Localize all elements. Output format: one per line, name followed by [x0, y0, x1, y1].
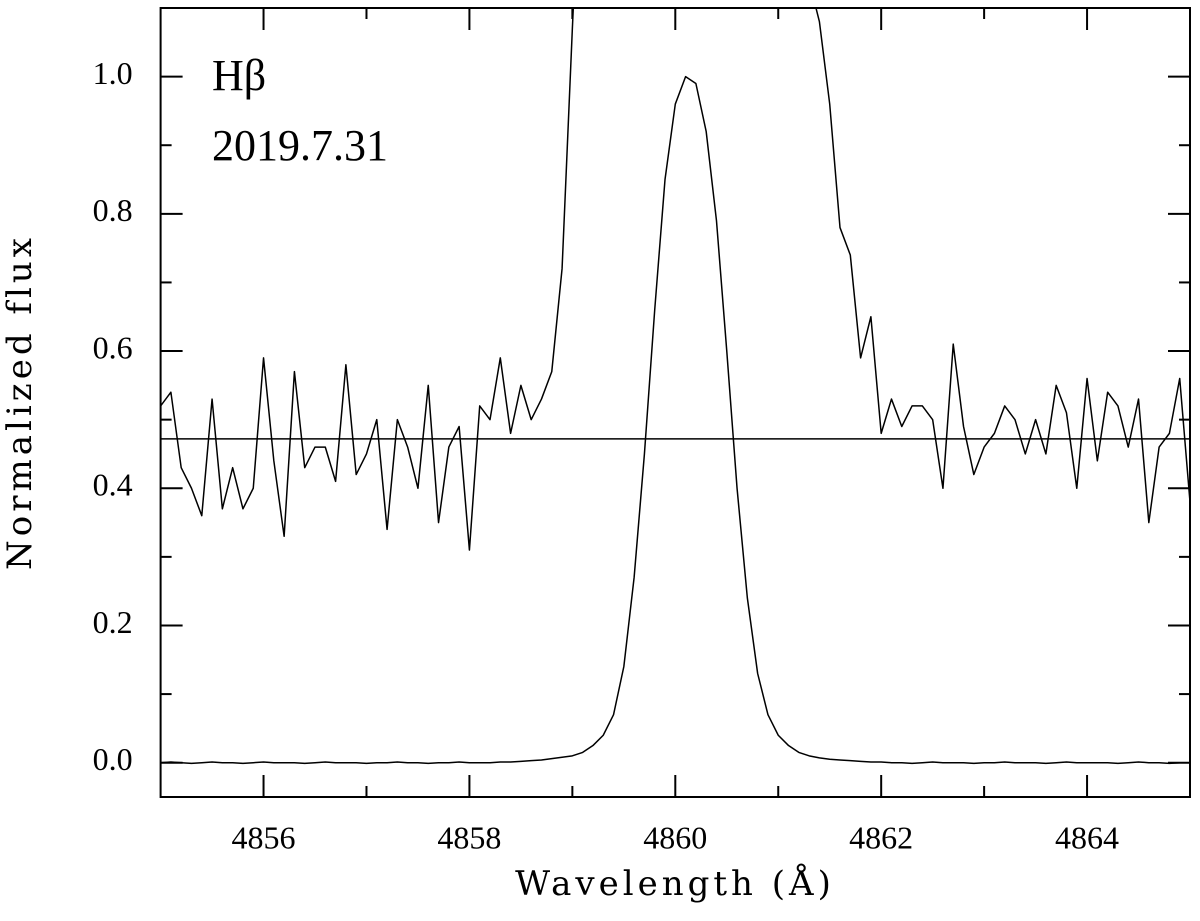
x-tick-label: 4856	[232, 819, 296, 855]
y-tick-label: 0.8	[93, 192, 133, 228]
plot-lines	[160, 8, 1191, 765]
x-axis-label: Wavelength (Å)	[515, 863, 835, 904]
series-line	[160, 8, 1191, 551]
annotation: Hβ	[212, 51, 266, 100]
series-line	[160, 75, 1190, 765]
y-tick-label: 0.4	[93, 467, 133, 503]
x-tick-label: 4864	[1055, 819, 1119, 855]
y-tick-label: 0.2	[93, 604, 133, 640]
x-tick-label: 4860	[643, 819, 707, 855]
x-tick-label: 4862	[849, 819, 913, 855]
y-axis-label: Normalized flux	[0, 234, 40, 570]
x-tick-label: 4858	[437, 819, 501, 855]
y-tick-label: 0.6	[93, 329, 133, 365]
y-tick-label: 0.0	[93, 741, 133, 777]
y-tick-label: 1.0	[93, 55, 133, 91]
annotation: 2019.7.31	[212, 121, 388, 170]
